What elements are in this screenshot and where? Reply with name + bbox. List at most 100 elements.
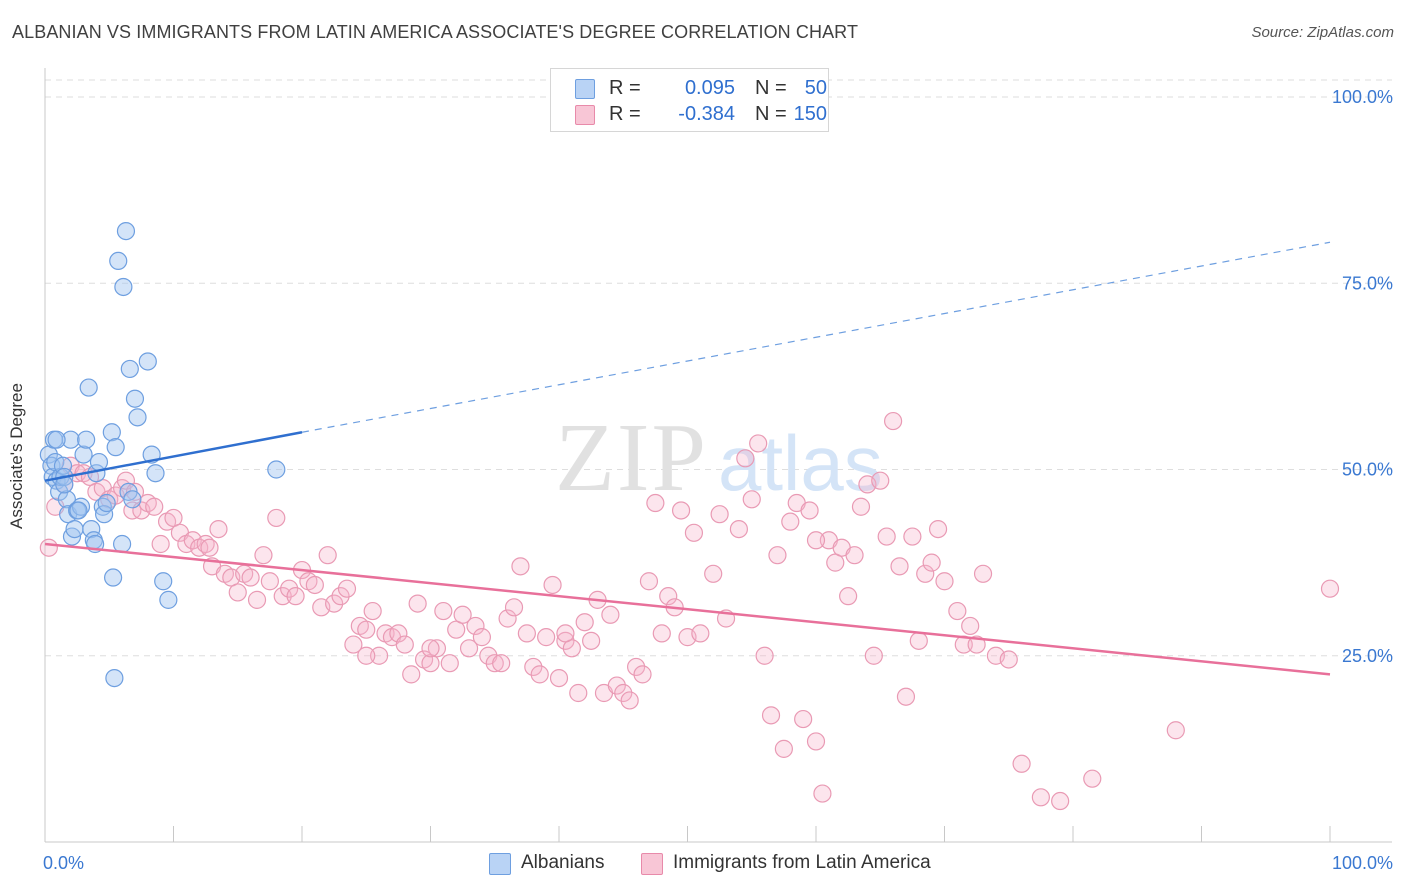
albanian-point xyxy=(267,460,286,479)
latin-america-point xyxy=(517,624,536,643)
legend-r-value: 0.095 xyxy=(684,77,735,99)
latin-america-point xyxy=(453,605,472,624)
latin-america-point xyxy=(492,654,511,673)
latin-america-point xyxy=(961,616,980,636)
latin-america-point xyxy=(845,546,864,565)
y-tick-label: 50.0% xyxy=(1342,460,1393,480)
latin-america-point xyxy=(806,732,826,751)
latin-america-point xyxy=(909,631,928,650)
latin-america-point xyxy=(710,505,729,524)
axes-layer: 25.0% 50.0% 75.0% 100.0% 0.0% 100.0% xyxy=(43,68,1393,873)
albanian-point xyxy=(159,590,178,609)
albanian-point xyxy=(128,408,147,427)
latin-america-point xyxy=(749,434,768,453)
latin-america-point xyxy=(671,501,691,520)
latin-america-point xyxy=(1012,754,1031,773)
albanian-point xyxy=(62,527,82,546)
y-tick-label: 100.0% xyxy=(1332,87,1393,107)
latin-america-point xyxy=(1031,788,1050,807)
albanian-point xyxy=(120,359,139,379)
latin-america-point xyxy=(241,568,260,587)
latin-america-point xyxy=(434,601,453,621)
latin-america-point xyxy=(511,557,530,576)
albanian-point xyxy=(106,438,125,457)
legend-n-label: N = xyxy=(755,103,787,125)
latin-america-point xyxy=(569,683,588,703)
latin-america-point xyxy=(145,497,164,516)
legend-swatch-latin-america xyxy=(575,105,595,125)
x-tick-label: 0.0% xyxy=(43,853,84,873)
legend-r-label: R = xyxy=(609,103,641,125)
latin-america-point xyxy=(228,583,247,602)
latin-america-point xyxy=(337,579,357,598)
latin-america-point xyxy=(408,594,427,613)
latin-america-point xyxy=(267,508,286,528)
chart-title: ALBANIAN VS IMMIGRANTS FROM LATIN AMERIC… xyxy=(12,22,859,42)
latin-america-point xyxy=(800,501,819,520)
albanian-trend-extension xyxy=(301,241,1331,433)
albanian-point xyxy=(125,389,145,408)
x-tick-label: 100.0% xyxy=(1332,853,1393,873)
albanian-point xyxy=(65,519,84,539)
y-tick-label: 75.0% xyxy=(1342,273,1393,293)
latin-america-point xyxy=(247,590,267,609)
latin-america-point xyxy=(556,624,575,643)
albanian-point xyxy=(112,534,132,554)
albanian-point xyxy=(47,430,66,449)
latin-america-point xyxy=(877,527,896,546)
latin-america-point xyxy=(935,572,954,591)
legend-n-value: 150 xyxy=(793,103,827,125)
watermark: ZIP atlas xyxy=(555,404,883,512)
latin-america-point xyxy=(209,519,228,539)
latin-america-point xyxy=(254,546,273,565)
latin-america-point xyxy=(39,538,58,557)
y-axis-label: Associate's Degree xyxy=(7,383,26,529)
latin-america-point xyxy=(357,620,376,639)
latin-america-point xyxy=(1083,769,1102,788)
latin-america-point xyxy=(537,628,556,647)
latin-america-point xyxy=(781,512,800,531)
latin-america-point xyxy=(601,605,620,624)
albanian-point xyxy=(97,493,116,513)
latin-america-point xyxy=(626,657,646,677)
albanian-point xyxy=(138,352,157,371)
albanian-point xyxy=(74,445,93,464)
latin-america-point xyxy=(549,668,569,688)
latin-america-point xyxy=(421,639,440,658)
y-tick-label: 25.0% xyxy=(1342,646,1393,666)
latin-america-point xyxy=(851,497,871,516)
latin-america-point xyxy=(794,709,813,729)
latin-america-point xyxy=(363,601,382,621)
latin-america-point xyxy=(729,519,749,539)
latin-america-point xyxy=(691,624,710,643)
latin-america-point xyxy=(395,635,414,654)
latin-america-point xyxy=(896,687,916,706)
latin-america-point xyxy=(768,546,787,565)
latin-america-point xyxy=(839,587,858,606)
latin-america-point xyxy=(427,639,447,658)
albanian-point xyxy=(114,277,133,297)
latin-america-point xyxy=(530,665,549,684)
latin-america-point xyxy=(466,616,485,636)
latin-america-point xyxy=(684,523,704,542)
latin-america-point xyxy=(1166,721,1185,740)
source-label: Source: ZipAtlas.com xyxy=(1251,24,1394,41)
latin-america-point xyxy=(370,646,389,665)
albanian-point xyxy=(95,505,114,524)
albanian-point xyxy=(82,519,101,539)
latin-america-point xyxy=(633,665,652,684)
latin-america-point xyxy=(357,646,376,665)
trend-layer xyxy=(44,241,1331,676)
latin-america-point xyxy=(806,531,826,550)
bottom-legend-swatch-latin-america xyxy=(641,853,663,875)
albanian-point xyxy=(123,490,142,509)
legend-swatch-albanians xyxy=(575,79,595,99)
latin-america-point xyxy=(459,639,479,658)
points-layer xyxy=(39,222,1340,811)
latin-america-point xyxy=(151,534,170,554)
latin-america-point xyxy=(864,646,883,665)
latin-america-point xyxy=(389,624,408,643)
latin-america-point xyxy=(928,519,948,539)
latin-america-point xyxy=(646,493,665,513)
